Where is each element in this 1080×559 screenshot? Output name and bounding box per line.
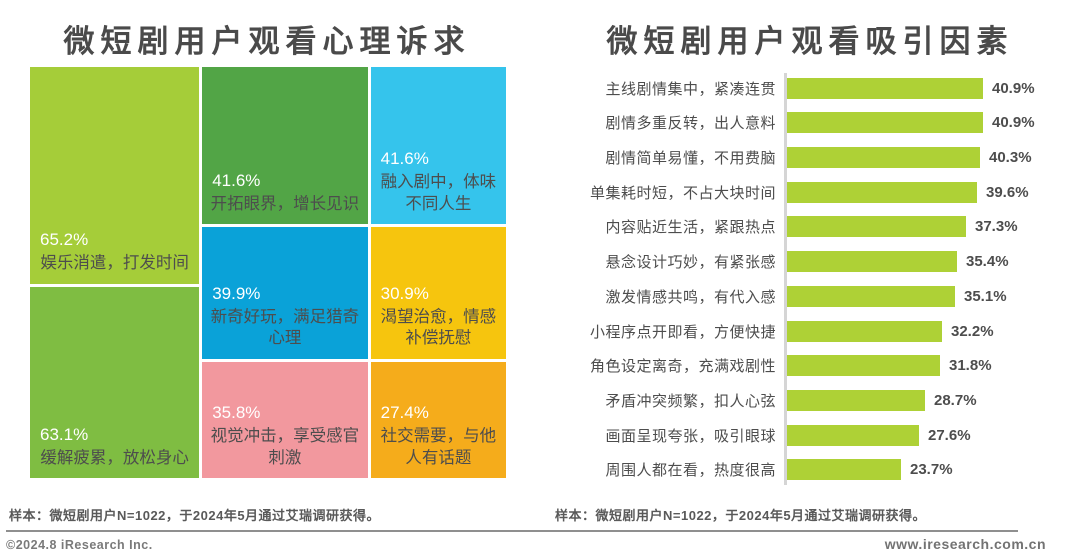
treemap-cell-value: 65.2% (40, 230, 89, 250)
treemap-cell: 41.6% 开拓眼界，增长见识 (202, 67, 368, 225)
bar (787, 216, 966, 238)
treemap-footnote: 样本：微短剧用户N=1022，于2024年5月通过艾瑞调研获得。 (9, 508, 381, 523)
bar-value: 23.7% (910, 461, 953, 479)
bar (787, 77, 983, 99)
treemap-cell-value: 27.4% (380, 403, 429, 423)
bar-label: 周围人都在看，热度很高 (605, 462, 776, 480)
bar-label: 矛盾冲突频繁，扣人心弦 (605, 392, 776, 410)
bar-chart-axis-line (784, 73, 787, 485)
bar-value: 37.3% (975, 218, 1018, 236)
bar-label: 剧情简单易懂，不用费脑 (605, 149, 776, 167)
bar-row: 主线剧情集中，紧凑连贯 40.9% (550, 77, 1075, 99)
treemap-cell-label: 渴望治愈，情感补偿抚慰 (380, 307, 497, 348)
treemap-cell: 65.2% 娱乐消遣，打发时间 (30, 67, 200, 284)
treemap-cell-label: 娱乐消遣，打发时间 (40, 254, 189, 273)
bar (787, 251, 957, 273)
bar-row: 激发情感共鸣，有代入感 35.1% (550, 285, 1075, 307)
treemap-cell-label: 开拓眼界，增长见识 (210, 194, 360, 213)
treemap-cell: 35.8% 视觉冲击，享受感官刺激 (202, 361, 368, 478)
bar-value: 35.1% (964, 287, 1007, 305)
bar-label: 剧情多重反转，出人意料 (605, 115, 776, 133)
bar-label: 角色设定离奇，充满戏剧性 (589, 358, 776, 376)
bar (787, 424, 919, 446)
treemap-chart: 65.2% 娱乐消遣，打发时间 63.1% 缓解疲累，放松身心 41.6% 开拓眼界，增长… (30, 67, 506, 478)
bar-row: 小程序点开即看，方便快捷 32.2% (550, 320, 1075, 342)
treemap-cell-value: 30.9% (380, 283, 429, 303)
bar-row: 剧情多重反转，出人意料 40.9% (550, 112, 1075, 134)
bar-row: 角色设定离奇，充满戏剧性 31.8% (550, 355, 1075, 377)
bar (787, 112, 983, 134)
bar-chart-title: 微短剧用户观看吸引因素 (606, 24, 1014, 59)
treemap-cell: 39.9% 新奇好玩，满足猎奇心理 (202, 227, 368, 359)
bar (787, 355, 940, 377)
bar-row: 单集耗时短，不占大块时间 39.6% (550, 181, 1075, 203)
bar (787, 320, 942, 342)
bar-value: 40.3% (989, 148, 1032, 166)
bar-value: 31.8% (949, 357, 992, 375)
treemap-title: 微短剧用户观看心理诉求 (63, 24, 471, 59)
footer-divider (6, 530, 1018, 532)
website-link[interactable]: www.iresearch.com.cn (884, 536, 1046, 552)
bar-row: 悬念设计巧妙，有紧张感 35.4% (550, 251, 1075, 273)
bar-row: 剧情简单易懂，不用费脑 40.3% (550, 146, 1075, 168)
bar-label: 内容贴近生活，紧跟热点 (605, 219, 776, 237)
bar-label: 小程序点开即看，方便快捷 (589, 323, 776, 341)
treemap-cell-label: 新奇好玩，满足猎奇心理 (210, 307, 360, 348)
treemap-cell: 30.9% 渴望治愈，情感补偿抚慰 (370, 227, 506, 359)
bar-value: 40.9% (992, 114, 1035, 132)
treemap-cell-value: 41.6% (212, 170, 261, 190)
bar (787, 389, 925, 411)
bar-value: 28.7% (934, 391, 977, 409)
bar (787, 459, 901, 481)
bar-value: 39.6% (986, 183, 1029, 201)
treemap-cell-label: 融入剧中，体味不同人生 (380, 173, 497, 213)
treemap-cell: 41.6% 融入剧中，体味不同人生 (370, 67, 506, 225)
treemap-column: 41.6% 融入剧中，体味不同人生 30.9% 渴望治愈，情感补偿抚慰 27.4% 社交需… (370, 67, 506, 478)
bar-label: 激发情感共鸣，有代入感 (605, 288, 776, 306)
bar-value: 35.4% (966, 253, 1009, 271)
treemap-cell-value: 35.8% (212, 403, 261, 423)
treemap-cell-label: 缓解疲累，放松身心 (40, 448, 189, 467)
bar-label: 单集耗时短，不占大块时间 (589, 184, 776, 202)
bar-row: 画面呈现夸张，吸引眼球 27.6% (550, 424, 1075, 446)
treemap-cell-value: 63.1% (40, 424, 89, 444)
treemap-cell: 63.1% 缓解疲累，放松身心 (30, 286, 200, 478)
bar-row: 内容贴近生活，紧跟热点 37.3% (550, 216, 1075, 238)
treemap-cell-label: 视觉冲击，享受感官刺激 (210, 427, 360, 467)
bar-value: 40.9% (992, 79, 1035, 97)
bar (787, 181, 977, 203)
treemap-column: 65.2% 娱乐消遣，打发时间 63.1% 缓解疲累，放松身心 (30, 67, 200, 478)
bar-row: 周围人都在看，热度很高 23.7% (550, 459, 1075, 481)
copyright-text: ©2024.8 iResearch Inc. (6, 538, 153, 552)
bar-label: 悬念设计巧妙，有紧张感 (605, 254, 776, 272)
bar-row: 矛盾冲突频繁，扣人心弦 28.7% (550, 389, 1075, 411)
treemap-cell: 27.4% 社交需要，与他人有话题 (370, 361, 506, 478)
bar (787, 285, 955, 307)
bar (787, 146, 980, 168)
treemap-cell-value: 39.9% (212, 283, 261, 303)
treemap-column: 41.6% 开拓眼界，增长见识 39.9% 新奇好玩，满足猎奇心理 35.8% 视觉冲击，… (202, 67, 368, 478)
bar-chart: 主线剧情集中，紧凑连贯 40.9% 剧情多重反转，出人意料 40.9% 剧情简单易懂，不… (550, 73, 1075, 485)
treemap-cell-label: 社交需要，与他人有话题 (380, 427, 497, 467)
bar-value: 27.6% (928, 426, 971, 444)
bar-label: 主线剧情集中，紧凑连贯 (605, 80, 776, 98)
bar-value: 32.2% (951, 322, 994, 340)
bar-chart-footnote: 样本：微短剧用户N=1022，于2024年5月通过艾瑞调研获得。 (555, 508, 927, 523)
treemap-cell-value: 41.6% (380, 149, 429, 169)
bar-label: 画面呈现夸张，吸引眼球 (605, 427, 776, 445)
